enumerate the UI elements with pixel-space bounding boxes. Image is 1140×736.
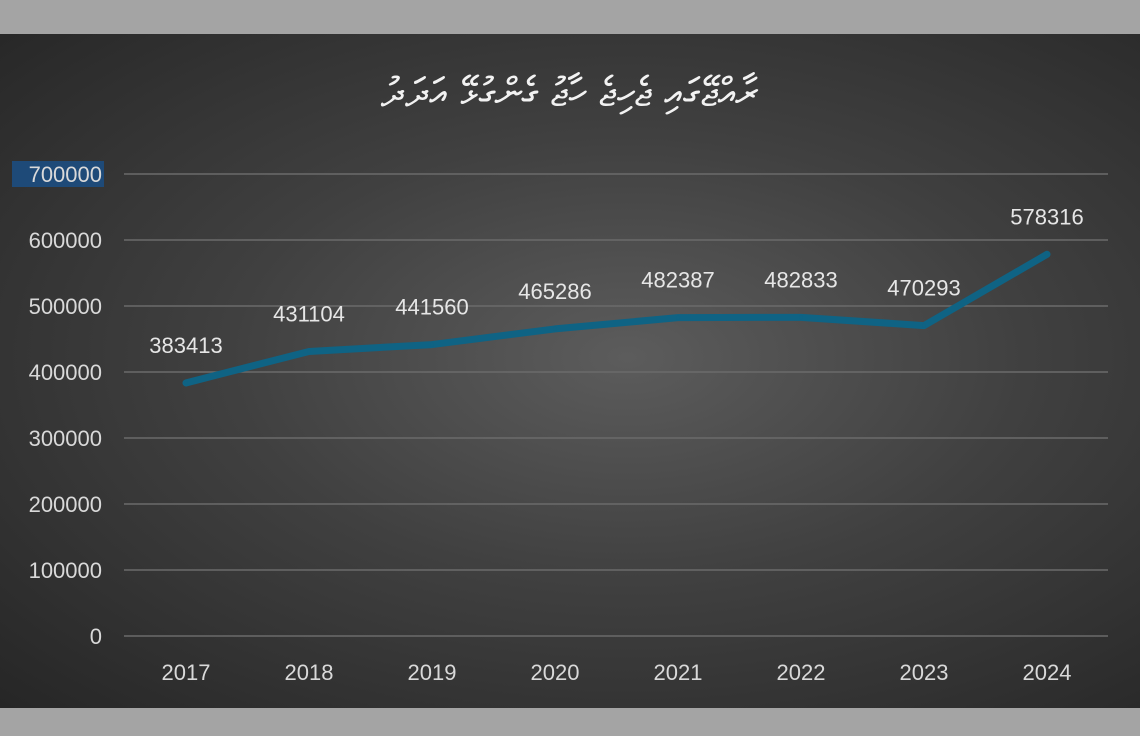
y-tick-highlight [12, 161, 104, 187]
data-point [1045, 252, 1049, 257]
gridlines [124, 173, 1108, 637]
data-label: 482387 [641, 268, 714, 293]
y-tick-label: 400000 [29, 360, 102, 385]
data-labels: 383413 431104 441560 465286 482387 482833 4702… [149, 204, 1083, 358]
series-line-group [182, 250, 1051, 387]
x-tick-label: 2017 [162, 660, 211, 685]
data-label: 482833 [764, 267, 837, 292]
y-tick-label: 100000 [29, 558, 102, 583]
chart-title: ރާއްޖޭގައި ޖެހިޖެ ހާޖު ގެންގުޅޭ އަދަދު [380, 70, 760, 116]
data-point [307, 349, 311, 354]
x-axis-ticks: 2017 2018 2019 2020 2021 2022 2023 2024 [162, 660, 1072, 685]
y-tick-label: 300000 [29, 426, 102, 451]
y-axis-ticks: 0 100000 200000 300000 400000 500000 600000 700… [12, 161, 104, 649]
data-point [799, 315, 803, 320]
data-point [430, 342, 434, 347]
x-tick-label: 2024 [1023, 660, 1072, 685]
data-point [676, 315, 680, 320]
data-label: 465286 [518, 279, 591, 304]
x-tick-label: 2020 [531, 660, 580, 685]
data-label: 431104 [273, 301, 345, 326]
data-point [184, 380, 188, 385]
data-point [553, 326, 557, 331]
data-label: 441560 [395, 295, 468, 320]
data-label: 578316 [1010, 204, 1083, 229]
y-tick-label: 600000 [29, 228, 102, 253]
x-tick-label: 2021 [654, 660, 703, 685]
x-tick-label: 2023 [900, 660, 949, 685]
series-line [182, 250, 1051, 387]
y-tick-label: 500000 [29, 294, 102, 319]
x-tick-label: 2019 [408, 660, 457, 685]
y-tick-label: 700000 [29, 162, 102, 187]
x-tick-label: 2018 [285, 660, 334, 685]
y-tick-label: 200000 [29, 492, 102, 517]
data-point [922, 323, 926, 328]
chart-panel: ރާއްޖޭގައި ޖެހިޖެ ހާޖު ގެންގުޅޭ އަދަދު 0… [0, 34, 1140, 708]
y-tick-label: 0 [90, 624, 102, 649]
line-chart: 0 100000 200000 300000 400000 500000 600000 700… [12, 161, 1108, 685]
data-label: 383413 [149, 333, 222, 358]
x-tick-label: 2022 [777, 660, 826, 685]
data-label: 470293 [887, 276, 960, 301]
